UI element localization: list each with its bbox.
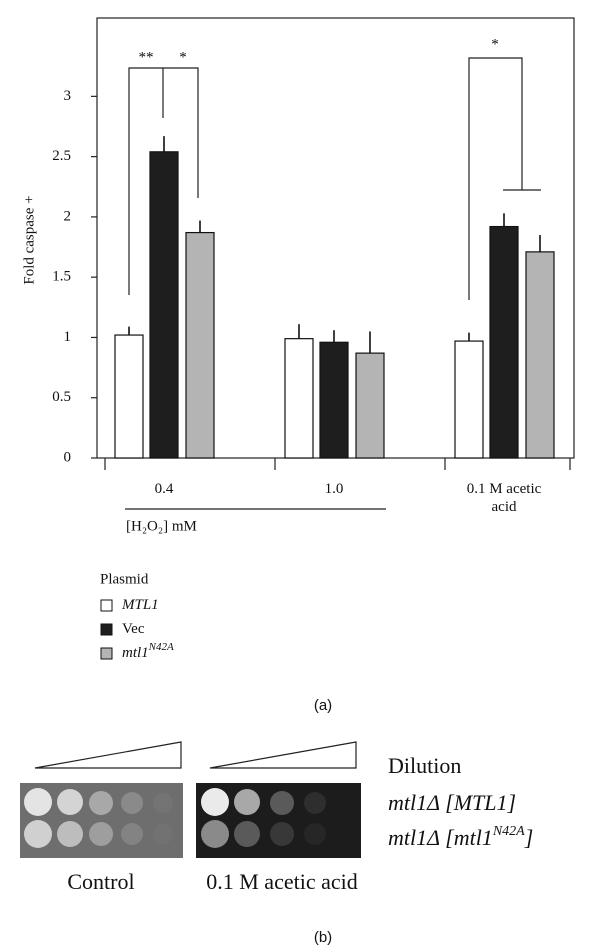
legend-label: mtl1N42A (122, 641, 174, 662)
x-tick-label: 0.4 (154, 481, 174, 497)
x-axis-ticks (104, 458, 571, 510)
legend-label: MTL1 (121, 597, 159, 613)
legend-label-superscript: N42A (148, 641, 174, 653)
bar (454, 340, 484, 459)
x-tick-label: 0.1 M acetic acid (466, 481, 542, 515)
condition-label: 0.1 M acetic acid (206, 869, 358, 894)
panel-label: (b) (314, 929, 332, 946)
annotation: * (179, 49, 187, 65)
strain-label-part: mtl1Δ [mtl1 (388, 825, 493, 850)
bar (185, 231, 215, 459)
legend-label-text: Vec (122, 621, 145, 637)
bar (149, 151, 179, 459)
dilution-triangle (209, 741, 357, 769)
legend-label: Vec (122, 621, 145, 637)
dilution-triangle (34, 741, 182, 769)
legend-label-text: MTL1 (121, 597, 159, 613)
spots (24, 788, 326, 848)
strain-label: mtl1Δ [MTL1] (388, 790, 516, 815)
bar (114, 334, 144, 459)
bar (525, 251, 555, 459)
bar (284, 338, 314, 459)
legend-title: Plasmid (100, 571, 149, 587)
group-label: [H₂O₂] mM (126, 518, 197, 534)
annotation: ** (139, 49, 154, 65)
annotation: * (491, 36, 499, 52)
strain-label: mtl1Δ [mtl1N42A] (388, 824, 533, 850)
y-tick-label: 3 (64, 88, 72, 104)
y-tick-label: 1 (64, 329, 72, 345)
y-tick-label: 2.5 (52, 148, 71, 164)
bar (319, 341, 349, 459)
x-tick-label: 1.0 (324, 481, 344, 497)
y-tick-label: 0.5 (52, 389, 71, 405)
dilution-label: Dilution (388, 753, 461, 778)
significance-brackets (128, 57, 541, 300)
panel-label: (a) (314, 697, 332, 714)
y-tick-label: 1.5 (52, 269, 71, 285)
y-axis-label: Fold caspase + (21, 195, 37, 284)
strain-label-part: ] (524, 825, 534, 850)
legend-swatch (100, 623, 113, 636)
bar (355, 352, 385, 459)
legend-swatch (100, 599, 113, 612)
y-tick-label: 0 (64, 449, 72, 465)
legend-swatch (100, 647, 113, 660)
condition-label: Control (67, 869, 134, 894)
y-tick-label: 2 (64, 208, 72, 224)
bar (489, 225, 519, 459)
strain-superscript: N42A (492, 824, 525, 839)
legend-label-text: mtl1 (122, 645, 149, 661)
